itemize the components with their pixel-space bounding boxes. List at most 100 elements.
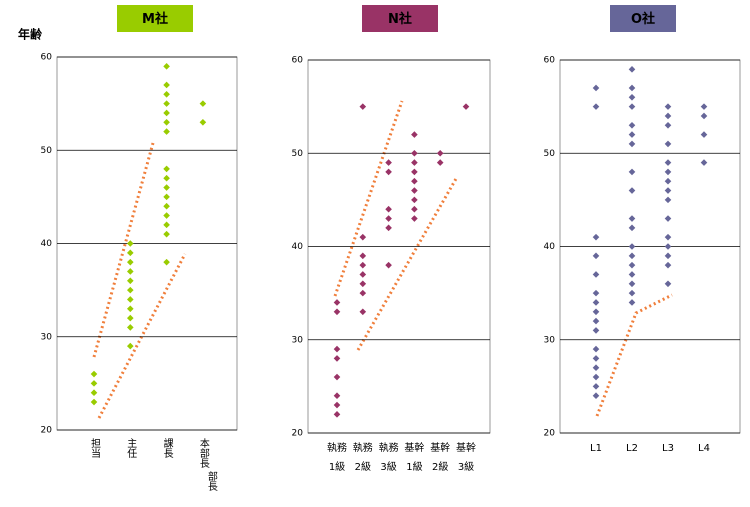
data-point	[385, 224, 392, 232]
y-tick-label: 50	[292, 149, 304, 159]
title-box	[362, 5, 438, 32]
data-point	[628, 66, 636, 73]
y-tick-label: 60	[544, 56, 556, 66]
data-point	[592, 392, 600, 399]
x-tick-label: 基幹	[456, 441, 476, 454]
data-point	[385, 261, 392, 269]
data-point	[127, 240, 134, 247]
data-point	[163, 184, 170, 191]
data-point	[664, 112, 672, 120]
data-point	[628, 121, 636, 129]
data-point	[628, 140, 636, 148]
data-point	[664, 159, 672, 166]
x-tick-label: L2	[626, 443, 638, 454]
x-tick-label: 執務	[379, 441, 399, 454]
data-point	[592, 233, 600, 241]
data-point	[628, 252, 636, 260]
data-point	[628, 224, 636, 232]
data-point	[333, 299, 341, 306]
data-point	[385, 159, 392, 166]
data-point	[127, 305, 134, 313]
x-tick-label: 2級	[355, 460, 371, 473]
data-point	[359, 252, 367, 260]
data-point	[700, 159, 708, 166]
data-point	[199, 118, 207, 126]
x-tick-label: 担当	[89, 438, 101, 459]
data-point	[127, 342, 134, 350]
chart-title: O社	[631, 11, 655, 27]
data-point	[163, 230, 170, 238]
data-point	[664, 140, 672, 148]
data-point	[90, 398, 98, 406]
data-point	[628, 168, 636, 176]
data-point	[163, 63, 170, 70]
x-tick-label: L4	[698, 443, 710, 454]
data-point	[90, 380, 98, 387]
x-tick-label: 課長	[161, 437, 173, 459]
data-point	[628, 103, 636, 110]
trend-line	[595, 293, 673, 417]
data-point	[664, 196, 672, 204]
trend-line	[92, 142, 155, 358]
data-point	[592, 252, 600, 260]
data-point	[411, 159, 418, 166]
y-tick-label: 40	[292, 242, 304, 252]
data-point	[359, 103, 367, 110]
data-point	[628, 289, 636, 297]
data-point	[436, 159, 444, 166]
y-tick-label: 60	[292, 56, 304, 66]
y-tick-label: 30	[292, 335, 304, 345]
data-point	[628, 261, 636, 269]
data-point	[333, 308, 341, 316]
data-point	[628, 271, 636, 278]
data-point	[628, 243, 636, 250]
data-point	[411, 215, 418, 222]
data-point	[359, 308, 367, 316]
x-tick-label: 執務	[353, 441, 373, 454]
data-point	[664, 121, 672, 129]
data-point	[664, 261, 672, 269]
data-point	[127, 314, 134, 322]
data-point	[359, 261, 367, 269]
x-tick-label: 3級	[458, 460, 474, 473]
data-point	[411, 131, 418, 138]
y-axis-label: 年齢	[18, 27, 43, 42]
data-point	[411, 196, 418, 204]
data-point	[359, 280, 367, 288]
data-point	[664, 280, 672, 288]
data-point	[592, 345, 600, 353]
data-point	[127, 268, 134, 275]
x-tick-label: 主任	[125, 438, 137, 459]
data-point	[333, 401, 341, 409]
data-point	[592, 103, 600, 110]
data-point	[592, 373, 600, 381]
y-tick-label: 20	[292, 429, 304, 439]
data-point	[664, 103, 672, 110]
data-point	[628, 131, 636, 138]
data-point	[127, 258, 134, 266]
data-point	[664, 177, 672, 185]
data-point	[664, 187, 672, 194]
data-point	[664, 168, 672, 176]
data-point	[592, 308, 600, 316]
data-point	[163, 128, 170, 135]
data-point	[592, 355, 600, 362]
data-point	[90, 389, 98, 396]
data-point	[385, 205, 392, 213]
data-point	[592, 299, 600, 306]
trend-line	[97, 253, 187, 419]
data-point	[385, 168, 392, 176]
x-tick-label: L3	[662, 443, 674, 454]
data-point	[127, 249, 134, 257]
y-tick-label: 40	[41, 239, 53, 249]
data-point	[163, 212, 170, 219]
data-point	[333, 345, 341, 353]
y-tick-label: 50	[41, 146, 53, 156]
data-point	[127, 296, 134, 303]
x-tick-label: L1	[590, 443, 602, 454]
y-tick-label: 30	[41, 332, 53, 342]
data-point	[462, 103, 470, 110]
x-tick-label: 2級	[432, 460, 448, 473]
x-tick-label: 1級	[329, 460, 345, 473]
